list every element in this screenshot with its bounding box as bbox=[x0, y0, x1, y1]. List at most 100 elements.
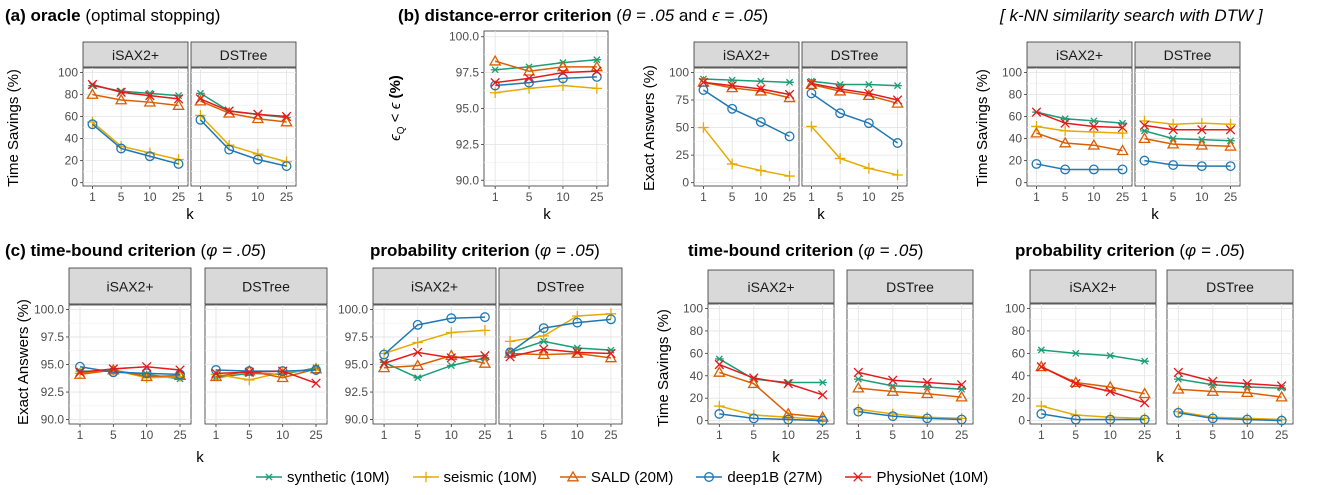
header-c2-title: probability criterion bbox=[370, 241, 530, 260]
data-point bbox=[244, 367, 255, 377]
panel-b-time-savings-0: iSAX2+ 1 5 10 25 0 20 40 60 80 100 bbox=[1002, 41, 1133, 204]
data-point bbox=[1242, 414, 1253, 425]
data-point bbox=[834, 153, 846, 164]
series-line bbox=[510, 352, 612, 359]
series-line bbox=[199, 119, 287, 167]
series-line bbox=[1178, 412, 1282, 422]
data-point bbox=[605, 308, 617, 320]
data-point bbox=[1117, 164, 1128, 175]
series-sald bbox=[1172, 382, 1288, 402]
data-point bbox=[887, 411, 898, 422]
y-tick-label: 0 bbox=[696, 414, 703, 428]
chart-b-time-savings: iSAX2+ 1 5 10 25 0 20 40 60 80 100 DSTree 1 5 10 25 Time… bbox=[974, 41, 1241, 223]
chart-c-prob-exact: iSAX2+ 1 5 10 25 90.0 92.5 95.0 97.5 100.0 DSTree 1… bbox=[338, 267, 623, 442]
legend-item-deep1b: deep1B (27M) bbox=[695, 468, 822, 486]
data-point bbox=[489, 87, 501, 99]
data-point bbox=[1168, 124, 1178, 135]
data-point bbox=[727, 103, 738, 114]
panel-c-exact-1: DSTree 1 5 10 25 bbox=[204, 267, 328, 442]
legend-item-synthetic: synthetic (10M) bbox=[255, 468, 390, 486]
series-line bbox=[199, 114, 287, 163]
data-point bbox=[558, 67, 568, 78]
series-line bbox=[703, 89, 790, 138]
series-line bbox=[1178, 371, 1282, 387]
series-deep1b bbox=[490, 71, 602, 91]
data-point bbox=[490, 66, 500, 74]
x-tick-label: 1 bbox=[1175, 428, 1182, 442]
data-point bbox=[698, 77, 709, 88]
data-point bbox=[1117, 127, 1128, 139]
data-point bbox=[253, 109, 263, 120]
y-tick-label: 100 bbox=[58, 65, 78, 79]
series-deep1b bbox=[1036, 408, 1150, 425]
facet-strip bbox=[1029, 269, 1157, 304]
data-point bbox=[1140, 127, 1149, 135]
data-point bbox=[479, 325, 491, 336]
data-point bbox=[108, 367, 119, 378]
data-point bbox=[447, 362, 456, 370]
chart-c-exact: iSAX2+ 1 5 10 25 90.0 92.5 95.0 97.5 100.0 DSTree 1… bbox=[15, 267, 328, 466]
x-tick-label: 25 bbox=[1138, 428, 1152, 442]
x-tick-label: 1 bbox=[213, 428, 220, 442]
y-tick-label: 50 bbox=[676, 121, 690, 135]
series-line bbox=[79, 365, 181, 373]
data-point bbox=[379, 358, 389, 369]
data-point bbox=[1196, 161, 1207, 172]
series-physionet bbox=[490, 66, 602, 88]
panel-frame bbox=[1166, 303, 1294, 425]
series-line bbox=[91, 123, 179, 165]
series-deep1b bbox=[698, 85, 795, 142]
data-point bbox=[749, 373, 759, 383]
series-line bbox=[858, 378, 962, 390]
series-physionet bbox=[698, 77, 795, 100]
data-point bbox=[1195, 138, 1209, 150]
x-tick-label: 10 bbox=[140, 428, 154, 442]
series-line bbox=[1178, 378, 1282, 389]
x-tick-label: 1 bbox=[855, 428, 862, 442]
data-point bbox=[783, 378, 793, 389]
data-point bbox=[892, 95, 903, 105]
x-tick-label: 1 bbox=[507, 428, 514, 442]
data-point bbox=[956, 414, 967, 425]
panel-frame bbox=[801, 67, 908, 187]
series-sald bbox=[86, 88, 185, 110]
x-tick-label: 5 bbox=[1170, 190, 1177, 204]
y-tick-label: 20 bbox=[65, 154, 79, 168]
y-tick-label: 90.0 bbox=[41, 413, 65, 427]
chart-c-time-savings: iSAX2+ 1 5 10 25 0 20 40 60 80 100 DSTree 1 5 10 25 Time… bbox=[655, 269, 974, 466]
series-physionet bbox=[75, 361, 185, 377]
legend-symbol bbox=[853, 472, 864, 482]
x-tick-label: 1 bbox=[1141, 190, 1148, 204]
data-point bbox=[754, 84, 768, 96]
x-tick-label: 5 bbox=[837, 190, 844, 204]
data-point bbox=[1089, 121, 1099, 132]
data-point bbox=[411, 359, 424, 371]
header-c-title: time-bound criterion bbox=[30, 241, 196, 260]
series-synthetic bbox=[1037, 346, 1149, 365]
series-line bbox=[509, 318, 612, 353]
data-point bbox=[75, 361, 85, 372]
series-physionet bbox=[211, 366, 321, 388]
facet-strip-label: DSTree bbox=[1164, 47, 1212, 63]
y-tick-label: 60 bbox=[65, 110, 79, 124]
data-point bbox=[698, 85, 709, 96]
x-tick-label: 10 bbox=[251, 190, 265, 204]
data-point bbox=[281, 161, 292, 172]
series-seismic bbox=[195, 110, 292, 168]
data-point bbox=[606, 348, 616, 359]
data-point bbox=[852, 381, 865, 393]
x-tick-label: 10 bbox=[1195, 190, 1209, 204]
series-line bbox=[383, 329, 485, 355]
series-physionet bbox=[806, 78, 903, 105]
x-tick-label: 10 bbox=[862, 190, 876, 204]
data-point bbox=[853, 367, 864, 378]
series-physionet bbox=[505, 344, 616, 362]
series-seismic bbox=[1031, 121, 1128, 139]
header-c-paren-close: ) bbox=[260, 241, 266, 260]
y-tick-label: 0 bbox=[682, 176, 689, 190]
data-point bbox=[756, 77, 766, 85]
panel-c-prob-exact-0: iSAX2+ 1 5 10 25 90.0 92.5 95.0 97.5 100.0 bbox=[338, 267, 497, 442]
series-line bbox=[1144, 137, 1231, 148]
series-line bbox=[858, 387, 962, 398]
